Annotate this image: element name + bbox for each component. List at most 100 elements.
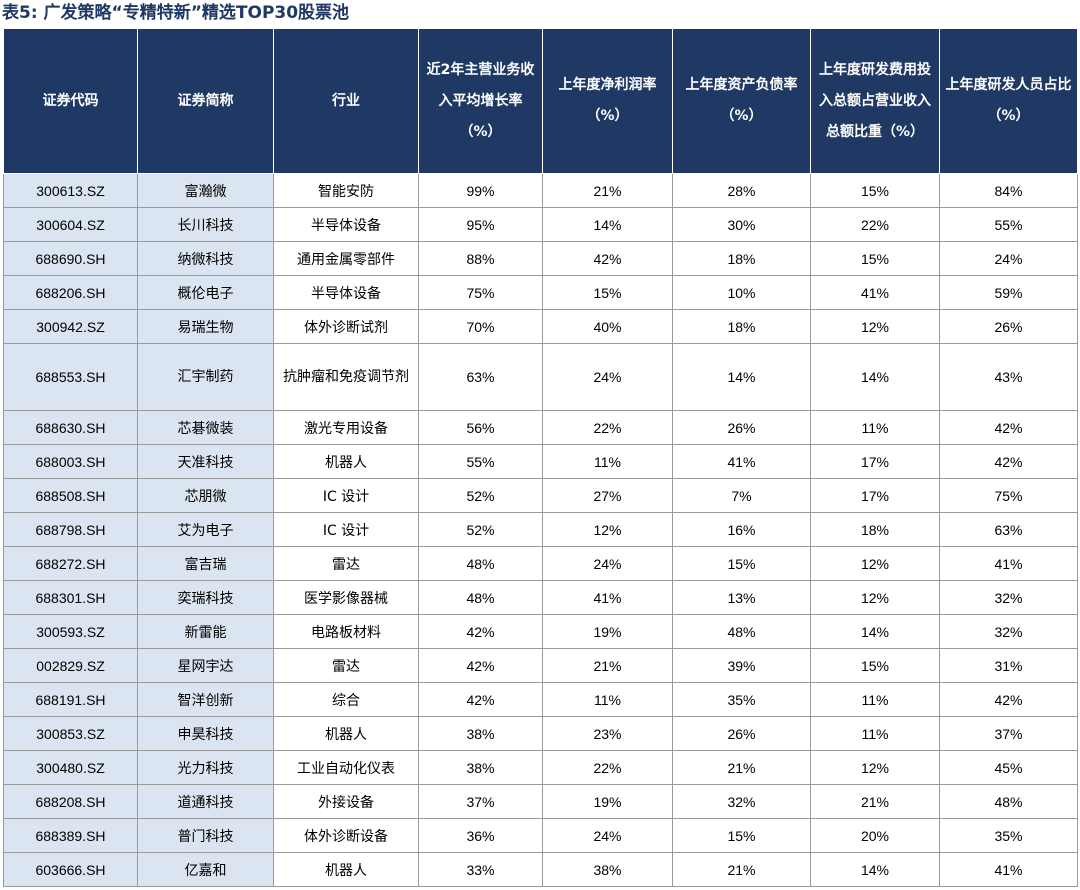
industry-cell: 工业自动化仪表 xyxy=(273,750,419,785)
industry-cell: 电路板材料 xyxy=(273,614,419,649)
rd-staff-ratio-cell: 32% xyxy=(939,614,1078,649)
table-title: 表5: 广发策略“专精特新”精选TOP30股票池 xyxy=(2,3,350,23)
net-profit-margin-cell: 11% xyxy=(542,682,673,717)
stock-code-cell: 688553.SH xyxy=(3,343,138,411)
rd-staff-ratio-cell: 84% xyxy=(939,173,1078,208)
industry-cell: IC 设计 xyxy=(273,512,419,547)
stock-code-cell: 688272.SH xyxy=(3,546,138,581)
net-profit-margin-cell: 22% xyxy=(542,410,673,445)
industry-cell: 综合 xyxy=(273,682,419,717)
header-stock-code: 证券代码 xyxy=(3,28,138,174)
debt-ratio-cell: 26% xyxy=(672,716,811,751)
table-row: 688553.SH 汇宇制药 抗肿瘤和免疫调节剂 63% 24% 14% 14% 43% xyxy=(3,343,1078,411)
table-row: 688301.SH 奕瑞科技 医学影像器械 48% 41% 13% 12% 32% xyxy=(3,580,1078,615)
table-row: 688690.SH 纳微科技 通用金属零部件 88% 42% 18% 15% 24% xyxy=(3,241,1078,276)
header-debt-ratio: 上年度资产负债率（%） xyxy=(672,28,811,174)
rd-staff-ratio-cell: 45% xyxy=(939,750,1078,785)
stock-name-cell: 汇宇制药 xyxy=(137,343,274,411)
net-profit-margin-cell: 19% xyxy=(542,784,673,819)
revenue-growth-cell: 99% xyxy=(418,173,543,208)
rd-staff-ratio-cell: 42% xyxy=(939,682,1078,717)
stock-name-cell: 纳微科技 xyxy=(137,241,274,276)
net-profit-margin-cell: 15% xyxy=(542,275,673,310)
debt-ratio-cell: 16% xyxy=(672,512,811,547)
industry-cell: 激光专用设备 xyxy=(273,410,419,445)
stock-code-cell: 688630.SH xyxy=(3,410,138,445)
table-row: 688206.SH 概伦电子 半导体设备 75% 15% 10% 41% 59% xyxy=(3,275,1078,310)
net-profit-margin-cell: 42% xyxy=(542,241,673,276)
revenue-growth-cell: 63% xyxy=(418,343,543,411)
rd-expense-ratio-cell: 11% xyxy=(810,716,940,751)
net-profit-margin-cell: 40% xyxy=(542,309,673,344)
net-profit-margin-cell: 21% xyxy=(542,648,673,683)
stock-pool-table: 证券代码 证券简称 行业 近2年主营业务收入平均增长率（%） 上年度净利润率（%… xyxy=(3,28,1078,887)
rd-staff-ratio-cell: 75% xyxy=(939,478,1078,513)
industry-cell: 雷达 xyxy=(273,546,419,581)
rd-staff-ratio-cell: 42% xyxy=(939,444,1078,479)
table-row: 688389.SH 普门科技 体外诊断设备 36% 24% 15% 20% 35% xyxy=(3,818,1078,853)
rd-expense-ratio-cell: 14% xyxy=(810,852,940,887)
table-row: 300613.SZ 富瀚微 智能安防 99% 21% 28% 15% 84% xyxy=(3,173,1078,208)
stock-code-cell: 688508.SH xyxy=(3,478,138,513)
industry-cell: 雷达 xyxy=(273,648,419,683)
stock-code-cell: 688206.SH xyxy=(3,275,138,310)
industry-cell: 体外诊断设备 xyxy=(273,818,419,853)
industry-cell: 通用金属零部件 xyxy=(273,241,419,276)
debt-ratio-cell: 30% xyxy=(672,207,811,242)
stock-name-cell: 亿嘉和 xyxy=(137,852,274,887)
net-profit-margin-cell: 24% xyxy=(542,546,673,581)
stock-name-cell: 概伦电子 xyxy=(137,275,274,310)
stock-code-cell: 688191.SH xyxy=(3,682,138,717)
rd-expense-ratio-cell: 20% xyxy=(810,818,940,853)
rd-expense-ratio-cell: 17% xyxy=(810,444,940,479)
table-row: 300480.SZ 光力科技 工业自动化仪表 38% 22% 21% 12% 45% xyxy=(3,750,1078,785)
debt-ratio-cell: 41% xyxy=(672,444,811,479)
stock-code-cell: 688301.SH xyxy=(3,580,138,615)
table-row: 300593.SZ 新雷能 电路板材料 42% 19% 48% 14% 32% xyxy=(3,614,1078,649)
rd-staff-ratio-cell: 35% xyxy=(939,818,1078,853)
rd-expense-ratio-cell: 12% xyxy=(810,750,940,785)
rd-expense-ratio-cell: 11% xyxy=(810,410,940,445)
industry-cell: 外接设备 xyxy=(273,784,419,819)
revenue-growth-cell: 75% xyxy=(418,275,543,310)
rd-expense-ratio-cell: 14% xyxy=(810,343,940,411)
table-row: 688630.SH 芯碁微装 激光专用设备 56% 22% 26% 11% 42% xyxy=(3,410,1078,445)
industry-cell: 体外诊断试剂 xyxy=(273,309,419,344)
header-industry: 行业 xyxy=(273,28,419,174)
revenue-growth-cell: 95% xyxy=(418,207,543,242)
net-profit-margin-cell: 21% xyxy=(542,173,673,208)
stock-name-cell: 长川科技 xyxy=(137,207,274,242)
rd-expense-ratio-cell: 15% xyxy=(810,648,940,683)
table-row: 300942.SZ 易瑞生物 体外诊断试剂 70% 40% 18% 12% 26% xyxy=(3,309,1078,344)
debt-ratio-cell: 15% xyxy=(672,818,811,853)
table-row: 688208.SH 道通科技 外接设备 37% 19% 32% 21% 48% xyxy=(3,784,1078,819)
header-rd-expense-ratio: 上年度研发费用投入总额占营业收入总额比重（%） xyxy=(810,28,940,174)
rd-expense-ratio-cell: 14% xyxy=(810,614,940,649)
net-profit-margin-cell: 24% xyxy=(542,343,673,411)
rd-expense-ratio-cell: 12% xyxy=(810,309,940,344)
debt-ratio-cell: 26% xyxy=(672,410,811,445)
header-row: 证券代码 证券简称 行业 近2年主营业务收入平均增长率（%） 上年度净利润率（%… xyxy=(3,28,1078,174)
stock-code-cell: 688003.SH xyxy=(3,444,138,479)
debt-ratio-cell: 28% xyxy=(672,173,811,208)
table-row: 300604.SZ 长川科技 半导体设备 95% 14% 30% 22% 55% xyxy=(3,207,1078,242)
revenue-growth-cell: 38% xyxy=(418,716,543,751)
stock-name-cell: 富吉瑞 xyxy=(137,546,274,581)
table-row: 688003.SH 天准科技 机器人 55% 11% 41% 17% 42% xyxy=(3,444,1078,479)
debt-ratio-cell: 48% xyxy=(672,614,811,649)
industry-cell: 抗肿瘤和免疫调节剂 xyxy=(273,343,419,411)
net-profit-margin-cell: 23% xyxy=(542,716,673,751)
rd-expense-ratio-cell: 11% xyxy=(810,682,940,717)
revenue-growth-cell: 36% xyxy=(418,818,543,853)
rd-expense-ratio-cell: 17% xyxy=(810,478,940,513)
stock-name-cell: 易瑞生物 xyxy=(137,309,274,344)
industry-cell: 半导体设备 xyxy=(273,207,419,242)
industry-cell: 机器人 xyxy=(273,716,419,751)
table-row: 688272.SH 富吉瑞 雷达 48% 24% 15% 12% 41% xyxy=(3,546,1078,581)
stock-code-cell: 688208.SH xyxy=(3,784,138,819)
industry-cell: 半导体设备 xyxy=(273,275,419,310)
revenue-growth-cell: 33% xyxy=(418,852,543,887)
debt-ratio-cell: 32% xyxy=(672,784,811,819)
rd-staff-ratio-cell: 32% xyxy=(939,580,1078,615)
debt-ratio-cell: 35% xyxy=(672,682,811,717)
